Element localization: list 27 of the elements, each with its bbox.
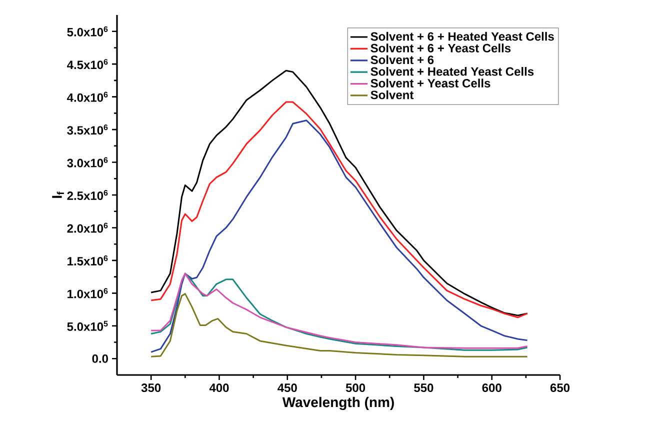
legend-label: Solvent (370, 90, 414, 100)
y-tick-label: 5.0x10$^{6}$ (67, 26, 108, 36)
x-tick-label: 350 (141, 384, 161, 392)
legend-label: Solvent + Heated Yeast Cells (370, 66, 534, 76)
y-tick-label: 2.5x10$^{6}$ (67, 190, 108, 200)
y-tick-label: 2.0x10$^{6}$ (67, 222, 108, 233)
y-tick-label: 1.5x10$^{6}$ (68, 255, 108, 266)
x-tick-label: 550 (414, 384, 434, 392)
y-tick-label: 4.0x10$^{6}$ (67, 92, 108, 102)
y-axis-title: I$_{f}$ (52, 192, 64, 198)
y-tick-label: 1.0x10$^{6}$ (68, 288, 108, 298)
y-tick-label: 3.5x10$^{6}$ (67, 124, 108, 135)
legend-label: Solvent + 6 (370, 55, 434, 64)
y-tick-label: 0.0 (92, 354, 108, 363)
legend-label: Solvent + 6 + Heated Yeast Cells (370, 32, 554, 41)
x-tick-label: 500 (346, 384, 366, 392)
line-series (150, 120, 528, 353)
x-tick-label: 450 (278, 384, 297, 392)
y-tick-label: 5.0x10$^{5}$ (67, 320, 108, 331)
x-axis-title: Wavelength (nm) (282, 396, 394, 410)
x-tick-label: 600 (482, 384, 502, 392)
y-tick-label: 3.0x10$^{6}$ (67, 157, 108, 168)
legend-label: Solvent + 6 + Yeast Cells (370, 44, 511, 52)
x-tick-label: 650 (550, 384, 570, 392)
x-tick-label: 400 (209, 384, 229, 392)
legend-label: Solvent + Yeast Cells (370, 78, 490, 88)
y-tick-label: 4.5x10$^{6}$ (67, 59, 108, 70)
